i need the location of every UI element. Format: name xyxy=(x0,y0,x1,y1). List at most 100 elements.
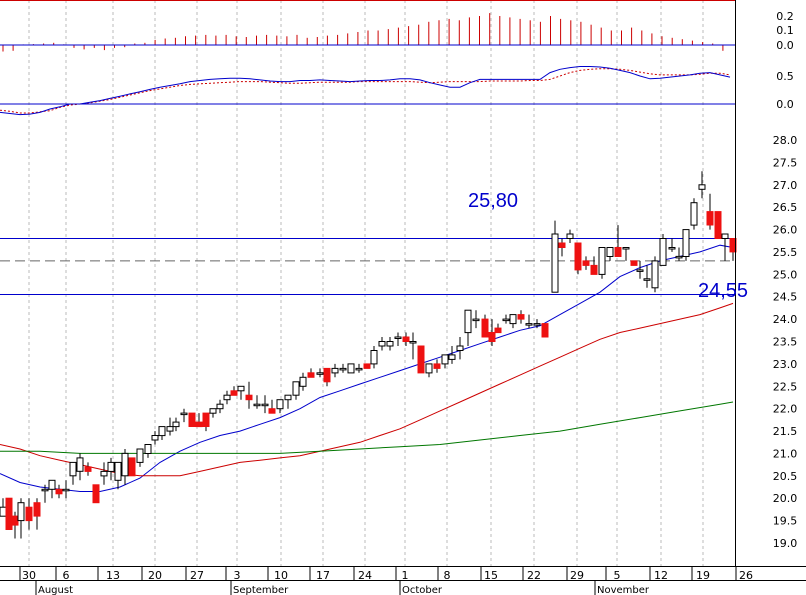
oscillator-panel xyxy=(0,66,735,116)
month-label: August xyxy=(38,585,73,595)
candle-body xyxy=(606,247,614,257)
candle-body xyxy=(721,233,729,239)
candle-body xyxy=(675,255,683,259)
candle-body xyxy=(92,484,100,504)
candle-body xyxy=(425,363,433,374)
x-tick-label: 24 xyxy=(358,569,372,582)
resistance-label: 25,80 xyxy=(468,190,518,212)
candle-body xyxy=(276,399,284,410)
candle-body xyxy=(331,367,339,374)
candle-body xyxy=(323,367,331,383)
chart-frame xyxy=(0,0,806,581)
candle-body xyxy=(481,318,489,338)
y-tick-label: 21.0 xyxy=(773,447,798,460)
candle-body xyxy=(525,323,533,326)
x-tick-label: 29 xyxy=(570,569,584,582)
candle-body xyxy=(100,470,108,477)
x-tick-label: 3 xyxy=(234,569,241,582)
y-tick-label: 27.0 xyxy=(773,179,798,192)
candle-body xyxy=(636,269,644,272)
candle-body xyxy=(472,318,480,322)
candle-body xyxy=(698,184,706,190)
candle-body xyxy=(121,452,129,477)
histogram-panel xyxy=(0,13,735,52)
y-tick-label: 28.0 xyxy=(773,134,798,147)
y-tick-label: 19.5 xyxy=(773,515,798,528)
x-axis: 30 6 13 20 27 3 10 17 24 1 8 15 22 29 5 12 19 26 August Sep… xyxy=(19,566,753,595)
y-tick-label: 25.5 xyxy=(773,246,798,259)
candle-body xyxy=(195,421,203,428)
y-tick-label: 22.5 xyxy=(773,380,798,393)
candle-body xyxy=(517,314,525,320)
y-tick-label: 19.0 xyxy=(773,537,798,550)
candle-body xyxy=(316,372,324,375)
candle-body xyxy=(690,202,698,226)
y-tick-label: 20.0 xyxy=(773,492,798,505)
candle-body xyxy=(417,345,425,374)
support-label: 24,55 xyxy=(698,280,748,302)
candle-body xyxy=(574,242,582,271)
month-label: November xyxy=(597,585,650,595)
candle-body xyxy=(651,260,659,289)
candle-body xyxy=(11,515,19,526)
x-tick-label: 27 xyxy=(190,569,204,582)
candle-body xyxy=(668,247,676,250)
candle-body xyxy=(62,488,70,492)
candle-body xyxy=(151,435,159,441)
candle-body xyxy=(261,403,269,407)
candle-body xyxy=(180,412,188,416)
x-tick-label: 13 xyxy=(106,569,120,582)
candle-body xyxy=(682,229,690,258)
candle-body xyxy=(394,336,402,339)
y-tick-label: 21.5 xyxy=(773,425,798,438)
candle-body xyxy=(216,403,224,410)
candle-body xyxy=(409,341,417,344)
candle-body xyxy=(598,247,606,275)
candle-body xyxy=(370,350,378,365)
x-tick-label: 22 xyxy=(527,569,541,582)
y-tick-label: 0.1 xyxy=(776,24,794,37)
moving-average-line xyxy=(0,302,734,477)
candle-body xyxy=(69,461,77,477)
candle-body xyxy=(136,448,144,463)
candle-body xyxy=(541,323,549,338)
candle-body xyxy=(253,403,261,407)
candle-body xyxy=(41,488,49,492)
candle-body xyxy=(76,457,84,472)
x-tick-label: 12 xyxy=(654,569,668,582)
candle-body xyxy=(268,408,276,414)
y-tick-label: 22.0 xyxy=(773,403,798,416)
x-tick-label: 26 xyxy=(739,569,753,582)
candle-body xyxy=(494,327,502,334)
candle-body xyxy=(488,332,496,342)
candle-body xyxy=(48,479,56,490)
y-tick-label: 25.0 xyxy=(773,268,798,281)
candle-body xyxy=(172,421,180,428)
x-tick-label: 1 xyxy=(402,569,409,582)
y-tick-label: 24.0 xyxy=(773,313,798,326)
candle-body xyxy=(237,385,245,392)
candle-body xyxy=(590,264,598,275)
x-tick-label: 15 xyxy=(484,569,498,582)
x-tick-label: 10 xyxy=(274,569,288,582)
x-tick-label: 20 xyxy=(148,569,162,582)
candle-body xyxy=(355,367,363,371)
candle-body xyxy=(223,394,231,401)
candle-body xyxy=(433,363,441,369)
y-tick-label: 23.5 xyxy=(773,336,798,349)
candle-body xyxy=(441,354,449,365)
candle-body xyxy=(144,444,152,454)
candle-body xyxy=(84,466,92,472)
y-tick-label: 27.5 xyxy=(773,156,798,169)
candle-body xyxy=(230,390,238,396)
y-tick-label: 26.0 xyxy=(773,224,798,237)
x-tick-label: 5 xyxy=(614,569,621,582)
candle-body xyxy=(448,354,456,360)
oscillator-line xyxy=(0,66,731,116)
month-label: October xyxy=(402,585,443,595)
y-tick-label: 20.5 xyxy=(773,470,798,483)
y-tick-label: 24.5 xyxy=(773,291,798,304)
candle-body xyxy=(202,412,210,428)
candle-body xyxy=(456,345,464,351)
